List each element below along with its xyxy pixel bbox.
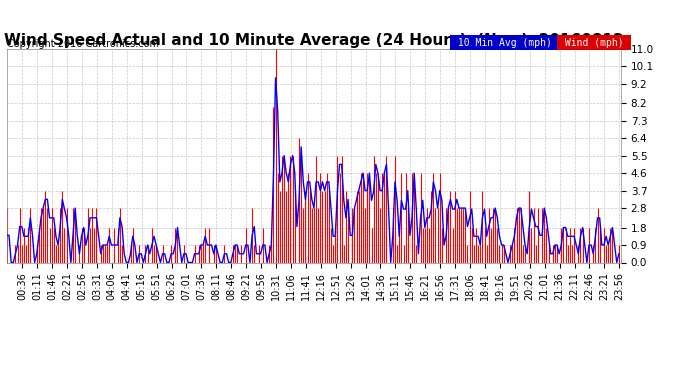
- Text: 10 Min Avg (mph): 10 Min Avg (mph): [452, 38, 558, 48]
- Title: Wind Speed Actual and 10 Minute Average (24 Hours)  (New)  20160812: Wind Speed Actual and 10 Minute Average …: [4, 33, 624, 48]
- Text: Copyright 2016 Cartronics.com: Copyright 2016 Cartronics.com: [7, 39, 159, 50]
- Text: Wind (mph): Wind (mph): [559, 38, 629, 48]
